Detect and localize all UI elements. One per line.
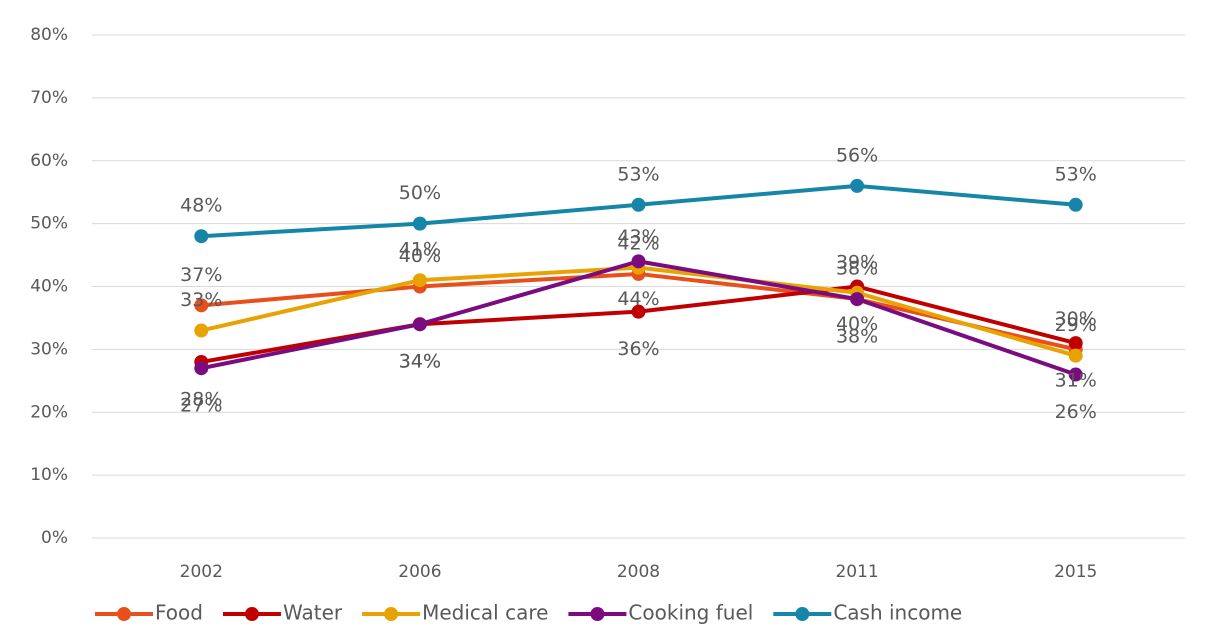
data-point xyxy=(194,229,209,244)
x-tick-label: 2002 xyxy=(180,562,223,582)
data-label: 31% xyxy=(1055,370,1097,392)
legend-label: Water xyxy=(283,601,343,625)
data-label: 30% xyxy=(1055,308,1097,330)
data-label: 34% xyxy=(399,351,441,373)
data-label: 40% xyxy=(836,313,878,335)
data-point xyxy=(194,323,209,338)
data-label: 41% xyxy=(399,239,441,261)
legend-marker xyxy=(244,607,259,621)
data-label: 48% xyxy=(180,195,222,217)
data-point xyxy=(194,361,209,376)
data-label: 37% xyxy=(180,264,222,286)
data-point xyxy=(1068,197,1083,212)
legend-label: Food xyxy=(155,601,203,625)
y-tick-label: 50% xyxy=(30,214,68,234)
legend-label: Cooking fuel xyxy=(628,601,753,625)
data-label: 33% xyxy=(180,289,222,311)
data-label: 40% xyxy=(399,245,441,267)
data-label: 38% xyxy=(836,326,878,348)
data-point xyxy=(412,216,427,231)
legend-marker xyxy=(384,607,399,621)
data-label: 43% xyxy=(617,226,659,248)
legend-marker xyxy=(590,607,605,621)
data-label: 38% xyxy=(836,258,878,280)
data-label: 27% xyxy=(180,395,222,417)
legend-marker xyxy=(117,607,131,621)
data-label: 53% xyxy=(617,163,659,185)
y-tick-label: 40% xyxy=(30,277,68,297)
y-tick-label: 70% xyxy=(30,88,68,108)
data-point xyxy=(1068,367,1083,382)
data-label: 34% xyxy=(399,351,441,373)
data-label: 36% xyxy=(617,338,659,360)
y-tick-label: 20% xyxy=(30,402,68,422)
data-label: 26% xyxy=(1055,401,1097,423)
legend-label: Cash income xyxy=(833,601,962,625)
data-point xyxy=(631,197,646,212)
y-tick-label: 10% xyxy=(30,465,68,485)
data-label: 53% xyxy=(1055,163,1097,185)
legend-label: Medical care xyxy=(422,601,548,625)
data-point xyxy=(1068,336,1083,351)
data-point xyxy=(850,292,865,307)
x-tick-label: 2015 xyxy=(1054,562,1097,582)
data-label: 39% xyxy=(836,251,878,273)
x-tick-label: 2008 xyxy=(617,562,660,582)
x-tick-label: 2006 xyxy=(398,562,441,582)
y-tick-label: 0% xyxy=(41,528,68,548)
data-point xyxy=(850,178,865,193)
y-tick-label: 60% xyxy=(30,151,68,171)
legend-marker xyxy=(795,607,810,621)
x-tick-label: 2011 xyxy=(835,562,878,582)
y-tick-label: 30% xyxy=(30,339,68,359)
data-label: 42% xyxy=(617,232,659,254)
data-point xyxy=(412,317,427,332)
data-label: 29% xyxy=(1055,314,1097,336)
data-point xyxy=(412,273,427,288)
data-point xyxy=(1068,348,1083,363)
data-label: 56% xyxy=(836,144,878,166)
data-label: 44% xyxy=(617,288,659,310)
y-tick-label: 80% xyxy=(30,25,68,45)
data-label: 28% xyxy=(180,388,222,410)
data-point xyxy=(194,298,209,313)
data-point xyxy=(631,304,646,319)
data-point xyxy=(631,254,646,269)
data-label: 50% xyxy=(399,182,441,204)
